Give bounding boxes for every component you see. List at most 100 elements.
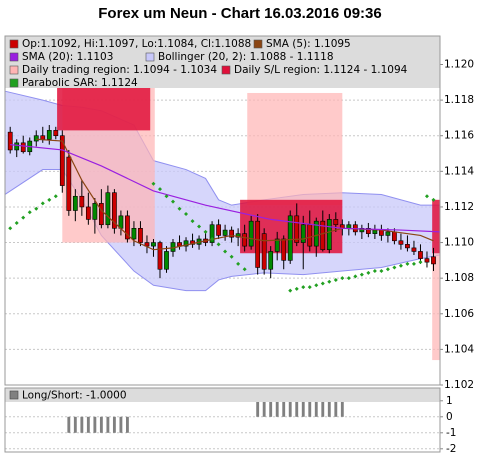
sar-dot [157,187,162,192]
candle-body [59,135,65,186]
sar-dot [190,219,195,224]
sar-dot [27,210,32,215]
bar [106,416,110,433]
y-tick-label: -1 [446,427,456,439]
y-tick-label: 1.108 [444,272,474,284]
sar-dot [14,220,19,225]
legend-swatch [9,52,19,62]
plot-border [4,35,441,386]
candle-body [320,220,326,250]
sar-dot [47,197,52,202]
y-tick-label: 1.104 [444,343,474,355]
sar-dot [418,260,423,265]
bar [73,416,77,433]
legend-label: Long/Short: -1.0000 [22,390,127,402]
legend-swatch [145,52,155,62]
candle-body [98,203,104,226]
sar-dot [301,285,306,290]
candle-body [365,228,371,234]
sar-dot [40,201,45,206]
bar [288,400,292,417]
candle-body [313,220,319,247]
bar [125,416,129,433]
candle-body [40,135,46,140]
legend-swatch [9,65,19,75]
sar-dot [320,281,325,286]
y-tick-label: 1.114 [444,165,474,177]
legend-label: Daily trading region: 1.1094 - 1.1034 [22,64,217,76]
sar-dot [392,265,397,270]
candle-body [222,229,228,236]
candle-body [66,156,72,211]
candle-body [300,224,306,243]
bar [282,400,286,417]
candle-body [183,240,189,247]
candle-body [157,242,163,270]
bar [275,400,279,417]
candle-body [138,228,143,243]
sar-dot [346,276,351,281]
candle-body [287,215,293,261]
candle-body [431,256,436,265]
sar-dot [203,229,208,234]
candle-body [261,233,267,270]
candle-body [72,195,78,211]
sar-dot [171,199,176,204]
legend-label: Parabolic SAR: 1.1124 [22,77,138,89]
sar-dot [411,261,416,266]
bar [119,416,123,433]
sar-dot [229,254,234,259]
y-tick-label: 1.106 [444,308,474,320]
y-tick-label: 1.116 [444,130,474,142]
bar [308,400,312,417]
candle-body [326,219,332,250]
candle-body [209,224,215,243]
candle-body [294,215,300,243]
candle-body [112,192,117,229]
sar-dot [398,263,403,268]
chart-title: Forex um Neun - Chart 16.03.2016 09:36 [98,5,381,22]
candle-body [229,229,235,238]
sar-dot [242,267,247,272]
candle-body [333,219,339,226]
y-tick-label: 1.118 [444,94,474,106]
candle-body [151,242,156,247]
bar [301,400,305,417]
sar-dot [21,215,26,220]
trading-region [247,92,343,206]
sar-dot [8,226,13,231]
legend-box [5,388,440,402]
candle-body [411,247,417,252]
bar [262,400,266,417]
candle-body [255,220,261,268]
legend-label: Op:1.1092, Hi:1.1097, Lo:1.1084, Cl:1.10… [22,38,251,50]
candle-body [164,251,169,270]
sar-dot [197,224,202,229]
legend-label: SMA (20): 1.1103 [22,51,113,63]
bar [327,400,331,417]
candle-body [372,229,378,234]
candle-body [235,233,241,238]
candle-body [125,215,130,240]
candle-body [405,244,410,249]
candle-body [385,231,391,236]
plot-border [4,387,441,453]
sar-dot [385,267,390,272]
bar [321,400,325,417]
sar-dot [379,269,384,274]
candle-body [85,206,91,220]
legend-label: Daily S/L region: 1.1124 - 1.1094 [234,64,408,76]
sar-dot [340,276,345,281]
legend-swatch [9,78,19,88]
sar-dot [216,242,221,247]
y-tick-label: 1.112 [444,201,474,213]
candle-body [274,238,280,252]
candle-body [424,258,430,263]
legend-label: SMA (5): 1.1095 [266,38,351,50]
sar-dot [288,288,293,293]
candle-body [20,142,26,153]
bar [340,400,344,417]
y-tick-label: 1.110 [444,237,474,249]
sar-dot [307,285,312,290]
